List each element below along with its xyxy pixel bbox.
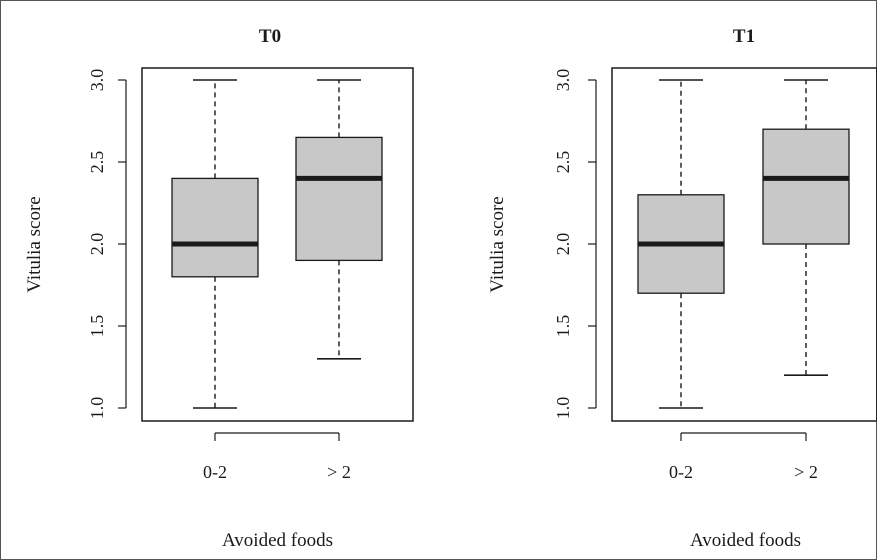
y-tick-label: 1.5 — [87, 315, 107, 338]
box-high — [762, 79, 850, 377]
box-low — [171, 79, 259, 409]
y-tick-label: 3.0 — [87, 69, 107, 92]
y-tick-label: 2.5 — [553, 151, 573, 174]
y-tick-label: 2.5 — [87, 151, 107, 174]
y-axis-label: Vitulia score — [24, 196, 45, 292]
chart-panel-t0: T0 Vitulia score Avoided foods 1.0 1.5 2.0 2.5… — [24, 26, 414, 551]
chart-panel-t1: T1 Vitulia score Avoided foods 1.0 1.5 2.0 2.5… — [487, 26, 877, 551]
x-axis-label: Avoided foods — [690, 530, 801, 551]
y-tick-label: 1.0 — [87, 397, 107, 420]
y-tick-label: 1.0 — [553, 397, 573, 420]
chart-title: T0 — [259, 26, 281, 47]
y-tick-label: 2.0 — [87, 233, 107, 256]
x-tick-label: 0-2 — [669, 462, 693, 482]
box-low — [637, 79, 725, 409]
iqr-box — [295, 136, 383, 262]
x-tick-label: 0-2 — [203, 462, 227, 482]
y-axis-label: Vitulia score — [487, 196, 508, 292]
plot-frame — [611, 67, 877, 422]
chart-panels: T0 Vitulia score Avoided foods 1.0 1.5 2.0 2.5… — [24, 26, 877, 551]
iqr-box — [762, 128, 850, 245]
plot-frame — [141, 67, 414, 422]
box-high — [295, 79, 383, 360]
chart-title: T1 — [733, 26, 755, 47]
y-tick-label: 3.0 — [553, 69, 573, 92]
y-tick-label: 1.5 — [553, 315, 573, 338]
x-tick-label: > 2 — [794, 462, 818, 482]
y-tick-label: 2.0 — [553, 233, 573, 256]
iqr-box — [171, 177, 259, 278]
x-tick-label: > 2 — [327, 462, 351, 482]
x-axis-label: Avoided foods — [222, 530, 333, 551]
